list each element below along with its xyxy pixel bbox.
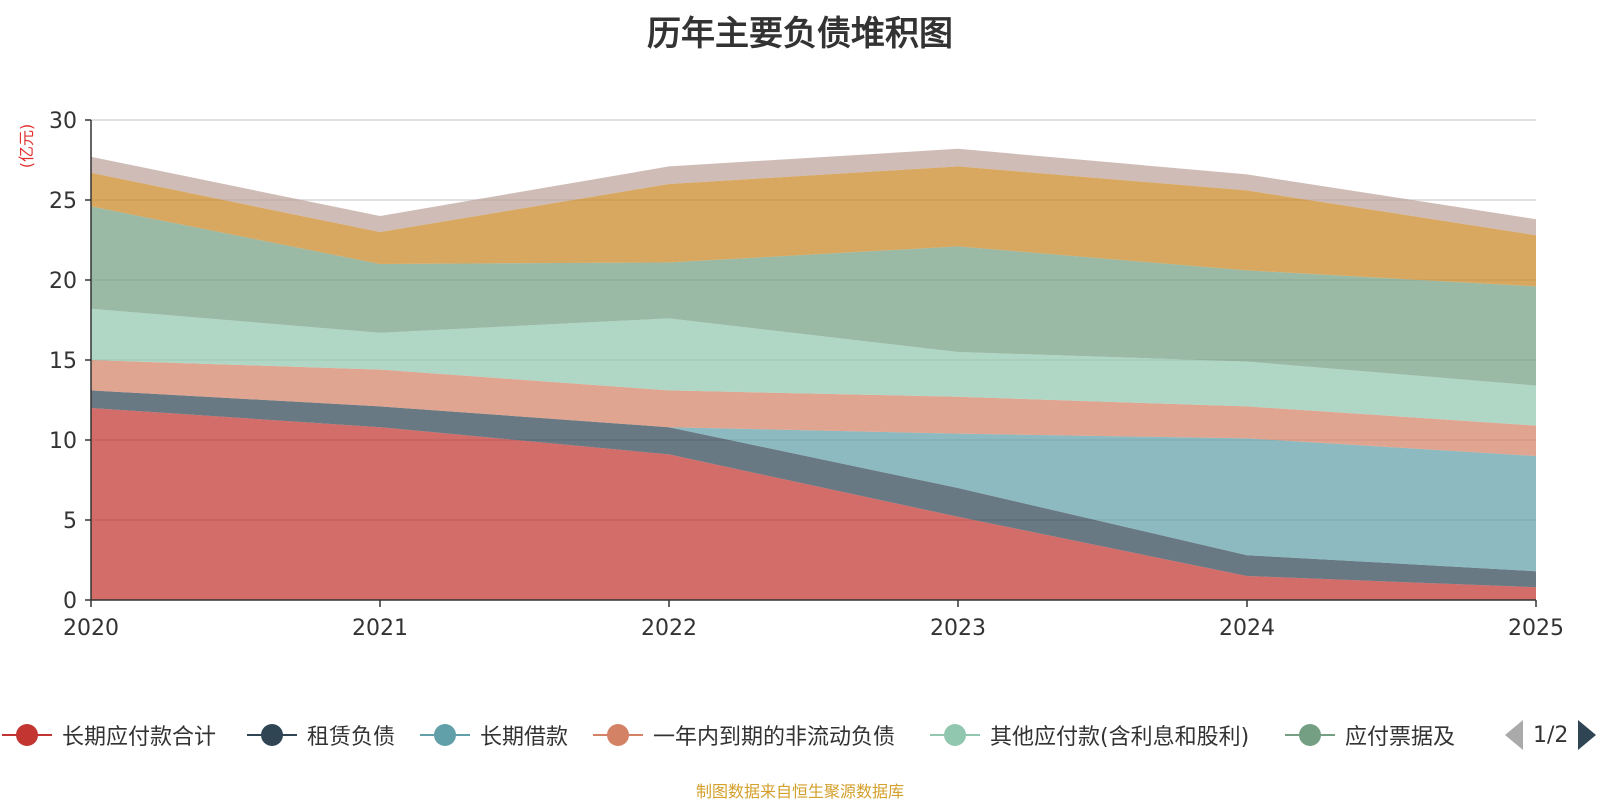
legend-item-label: 长期应付款合计 [62,725,217,750]
legend-prev-page-icon[interactable] [1505,720,1523,750]
legend-marker-dot [607,724,629,746]
legend-marker-dot [434,724,456,746]
legend-item[interactable]: 租赁负债 [247,718,395,752]
x-tick-label: 2025 [1508,616,1564,641]
legend-marker-icon [420,718,470,752]
x-tick-label: 2020 [63,616,119,641]
y-tick-label: 10 [49,429,77,454]
legend-marker-icon [930,718,980,752]
legend-item[interactable]: 长期借款 [420,718,568,752]
y-tick-label: 25 [49,189,77,214]
legend-item-label: 长期借款 [480,725,569,750]
legend-item[interactable]: 长期应付款合计 [2,718,216,752]
legend-item-label: 其他应付款(含利息和股利) [990,725,1250,750]
y-tick-label: 0 [63,589,77,614]
legend-page-indicator: 1/2 [1533,722,1569,748]
area-series-长期借款 [91,390,1536,572]
legend-marker-dot [16,724,38,746]
legend-marker-icon [247,718,297,752]
area-series-一年内到期的非流动负债 [91,360,1536,456]
area-series-应付票据及应付账款 [91,206,1536,386]
legend: 长期应付款合计 租赁负债 长期借款 一年内到期的非流动负债 其他应付款(含利息和股利) 应… [0,718,1600,752]
legend-marker-dot [1299,724,1321,746]
legend-item-label: 一年内到期的非流动负债 [653,725,896,750]
x-tick-label: 2023 [930,616,986,641]
x-tick-label: 2022 [641,616,697,641]
y-tick-label: 20 [49,269,77,294]
legend-item[interactable]: 一年内到期的非流动负债 [593,718,895,752]
area-series-其他应付款(含利息和股利) [91,308,1536,426]
area-series-合同负债 [91,166,1536,287]
legend-item-label: 应付票据及 [1345,725,1456,750]
y-axis-unit-label: (亿元) [17,124,36,169]
legend-next-page-icon[interactable] [1578,720,1597,750]
legend-marker-icon [593,718,643,752]
legend-item[interactable]: 应付票据及 [1285,718,1455,752]
legend-item[interactable]: 其他应付款(含利息和股利) [930,718,1249,752]
area-series-长期应付款合计 [91,408,1536,600]
legend-item-label: 租赁负债 [307,725,396,750]
y-tick-label: 30 [49,109,77,134]
source-note: 制图数据来自恒生聚源数据库 [695,782,904,801]
legend-pager: 1/2 [1505,718,1597,752]
y-tick-label: 15 [49,349,77,374]
area-series-租赁负债 [91,390,1536,588]
chart-title: 历年主要负债堆积图 [647,14,953,54]
legend-marker-icon [1285,718,1335,752]
legend-marker-icon [2,718,52,752]
legend-marker-dot [944,724,966,746]
legend-marker-dot [261,724,283,746]
area-series-应交税费 [91,148,1536,236]
y-tick-label: 5 [63,509,77,534]
x-tick-label: 2021 [352,616,408,641]
x-tick-label: 2024 [1219,616,1275,641]
area-series [91,148,1536,600]
